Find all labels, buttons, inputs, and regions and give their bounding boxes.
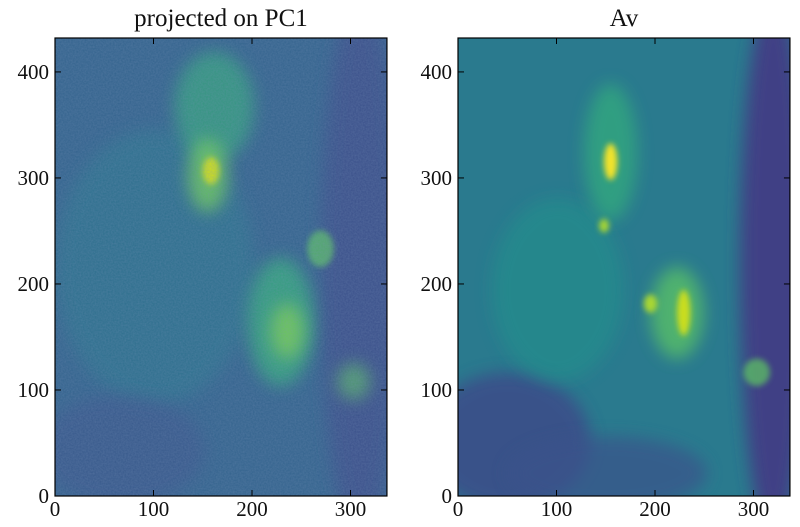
y-tick-label: 0 bbox=[39, 484, 50, 508]
frame bbox=[457, 37, 791, 497]
panel: Av 0 100 200 300 0 100 200 300 400 bbox=[421, 5, 791, 521]
y-tick-label: 300 bbox=[421, 166, 453, 190]
x-tick-label: 300 bbox=[738, 497, 770, 521]
y-tick-label: 100 bbox=[421, 378, 453, 402]
panel: projected on PC1 0 100 200 300 0 100 200 300 400 bbox=[18, 5, 388, 521]
chart-title: Av bbox=[610, 5, 639, 32]
x-tick-label: 0 bbox=[50, 497, 61, 521]
chart-title: projected on PC1 bbox=[134, 5, 308, 32]
y-tick-label: 400 bbox=[18, 60, 50, 84]
x-tick-label: 100 bbox=[138, 497, 170, 521]
x-tick-label: 0 bbox=[453, 497, 464, 521]
image bbox=[458, 38, 790, 496]
image bbox=[55, 38, 387, 496]
x-tick-label: 100 bbox=[541, 497, 573, 521]
y-tick-label: 400 bbox=[421, 60, 453, 84]
x-tick-label: 300 bbox=[335, 497, 367, 521]
y-tick-label: 100 bbox=[18, 378, 50, 402]
x-tick-label: 200 bbox=[639, 497, 671, 521]
y-tick-label: 200 bbox=[421, 272, 453, 296]
y-tick-label: 300 bbox=[18, 166, 50, 190]
x-tick-label: 200 bbox=[236, 497, 268, 521]
y-tick-label: 0 bbox=[442, 484, 453, 508]
y-tick-label: 200 bbox=[18, 272, 50, 296]
frame bbox=[54, 37, 388, 497]
